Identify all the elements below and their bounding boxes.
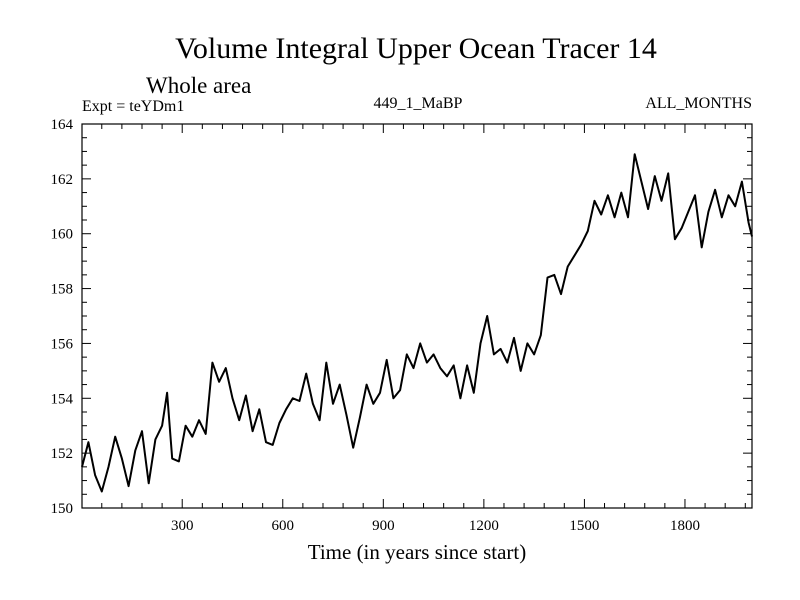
run-label: 449_1_MaBP xyxy=(374,95,463,112)
y-tick-label: 160 xyxy=(51,227,74,243)
chart-subtitle: Whole area xyxy=(146,73,251,98)
x-axis-label: Time (in years since start) xyxy=(308,540,527,564)
x-tick-label: 1800 xyxy=(670,518,700,534)
x-axis-tick-labels: 300 600 900 1200 1500 1800 xyxy=(171,518,700,534)
series-line xyxy=(81,153,753,493)
y-tick-label: 156 xyxy=(51,336,74,352)
y-axis-tick-labels: 150 152 154 156 158 160 162 164 xyxy=(51,117,74,517)
x-tick-label: 600 xyxy=(272,518,295,534)
x-tick-label: 1200 xyxy=(469,518,499,534)
y-tick-label: 162 xyxy=(51,172,74,188)
y-tick-label: 154 xyxy=(51,391,74,407)
plot-frame xyxy=(81,123,753,509)
y-tick-label: 158 xyxy=(51,282,74,298)
x-axis-ticks xyxy=(101,124,746,508)
months-label: ALL_MONTHS xyxy=(645,95,752,112)
y-tick-label: 164 xyxy=(51,117,74,133)
experiment-label: Expt = teYDm1 xyxy=(82,98,184,115)
y-tick-label: 152 xyxy=(51,446,74,462)
x-tick-label: 1500 xyxy=(569,518,599,534)
chart-title: Volume Integral Upper Ocean Tracer 14 xyxy=(175,32,657,65)
x-tick-label: 900 xyxy=(372,518,395,534)
y-tick-label: 150 xyxy=(51,501,74,517)
x-tick-label: 300 xyxy=(171,518,194,534)
